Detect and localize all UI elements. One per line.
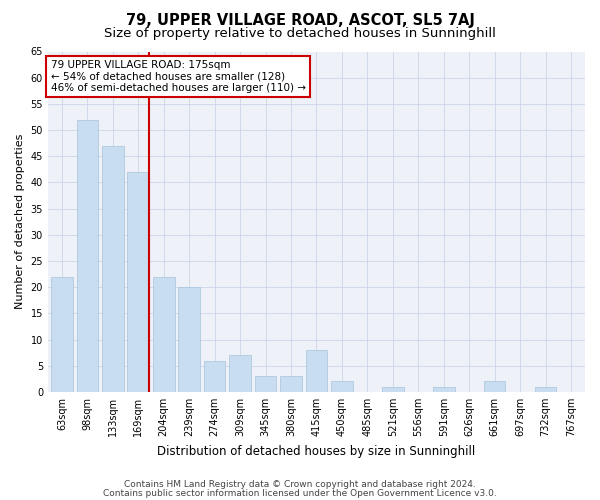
Bar [102, 146, 124, 392]
Bar [153, 276, 175, 392]
Y-axis label: Number of detached properties: Number of detached properties [15, 134, 25, 310]
Bar [178, 287, 200, 392]
Bar [127, 172, 149, 392]
Bar [229, 356, 251, 392]
Bar [484, 382, 505, 392]
Text: Contains public sector information licensed under the Open Government Licence v3: Contains public sector information licen… [103, 489, 497, 498]
Bar [382, 386, 404, 392]
Bar [280, 376, 302, 392]
Text: 79 UPPER VILLAGE ROAD: 175sqm
← 54% of detached houses are smaller (128)
46% of : 79 UPPER VILLAGE ROAD: 175sqm ← 54% of d… [50, 60, 305, 93]
Bar [255, 376, 277, 392]
Bar [77, 120, 98, 392]
Text: Contains HM Land Registry data © Crown copyright and database right 2024.: Contains HM Land Registry data © Crown c… [124, 480, 476, 489]
Bar [535, 386, 556, 392]
Bar [51, 276, 73, 392]
Text: 79, UPPER VILLAGE ROAD, ASCOT, SL5 7AJ: 79, UPPER VILLAGE ROAD, ASCOT, SL5 7AJ [125, 12, 475, 28]
Text: Size of property relative to detached houses in Sunninghill: Size of property relative to detached ho… [104, 28, 496, 40]
X-axis label: Distribution of detached houses by size in Sunninghill: Distribution of detached houses by size … [157, 444, 476, 458]
Bar [331, 382, 353, 392]
Bar [433, 386, 455, 392]
Bar [305, 350, 327, 392]
Bar [204, 360, 226, 392]
